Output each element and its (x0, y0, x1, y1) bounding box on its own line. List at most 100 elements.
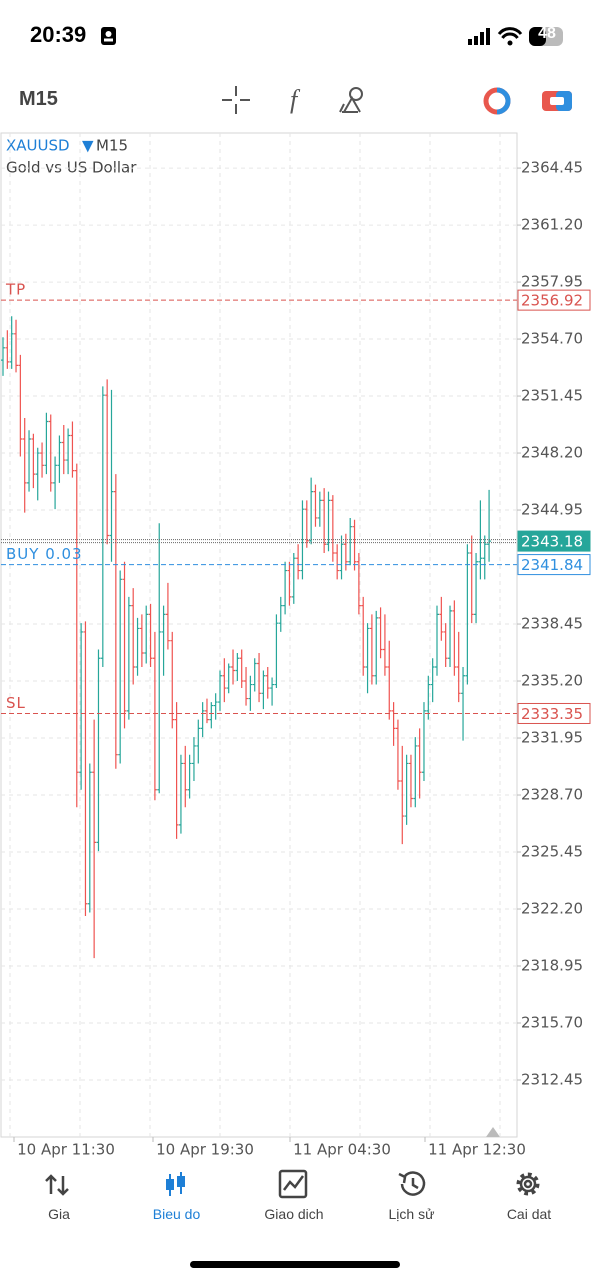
ohlc-bar (239, 649, 244, 689)
ohlc-bar (5, 330, 10, 369)
tab-label: Cai dat (506, 1206, 552, 1222)
ohlc-bar (395, 719, 400, 790)
ohlc-bar (265, 667, 270, 699)
y-tick-label: 2315.70 (521, 1014, 583, 1032)
ohlc-bar (461, 667, 466, 741)
ohlc-bar (421, 702, 426, 781)
price-label: 2341.84 (521, 556, 583, 574)
status-time: 20:39 (30, 22, 87, 47)
y-tick-label: 2357.95 (521, 273, 583, 291)
ohlc-bar (66, 428, 71, 475)
ohlc-bar (317, 491, 322, 527)
x-tick-label: 10 Apr 19:30 (156, 1141, 254, 1159)
tab[interactable]: Gia (4, 1168, 114, 1222)
ohlc-bar (474, 553, 479, 624)
trade-icons[interactable] (480, 86, 575, 116)
y-tick-label: 2351.45 (521, 387, 583, 405)
ohlc-bar (231, 649, 236, 685)
ohlc-bar (469, 535, 474, 624)
ohlc-bar (356, 553, 361, 615)
ohlc-bar (222, 658, 227, 703)
ohlc-bar (152, 631, 157, 801)
tab[interactable]: Bieu do (122, 1168, 232, 1222)
ohlc-bar (274, 614, 279, 689)
ohlc-bar (326, 491, 331, 552)
plot-border (0, 132, 518, 1138)
ohlc-bar (122, 561, 127, 729)
ohlc-bar (382, 614, 387, 676)
ohlc-bar (187, 754, 192, 799)
ohlc-bar (304, 500, 309, 548)
ohlc-bar (213, 693, 218, 720)
status-icon (101, 27, 116, 45)
y-tick-label: 2361.20 (521, 216, 583, 234)
tab[interactable]: Lịch sử (357, 1168, 467, 1222)
y-tick-label: 2338.45 (521, 615, 583, 633)
ohlc-bar (79, 623, 84, 790)
price-label: 2333.35 (521, 705, 583, 723)
ohlc-bar (404, 754, 409, 825)
ohlc-bar (465, 544, 470, 685)
x-tick-label: 11 Apr 12:30 (428, 1141, 526, 1159)
ohlc-bar (135, 617, 140, 676)
ohlc-bar (226, 663, 231, 694)
order-label: BUY 0.03 (6, 545, 83, 563)
timeframe-button[interactable]: M15 (19, 88, 58, 110)
ohlc-bar (109, 389, 114, 562)
ohlc-bar (244, 667, 249, 706)
ohlc-bar (391, 702, 396, 746)
ohlc-bar (22, 417, 27, 513)
ohlc-bar (378, 607, 383, 659)
ohlc-bar (369, 614, 374, 685)
tab[interactable]: Giao dich (239, 1168, 349, 1222)
ohlc-bar (200, 702, 205, 738)
ohlc-bar (48, 414, 53, 492)
ohlc-bar (487, 489, 492, 562)
ohlc-bar (100, 386, 105, 668)
tab-label: Lịch sử (388, 1206, 435, 1222)
order-label: SL (6, 694, 26, 712)
symbol[interactable]: XAUUSD (6, 137, 70, 155)
ohlc-bar (283, 561, 288, 615)
ohlc-bar (1, 337, 5, 376)
ohlc-bar (113, 474, 118, 769)
y-tick-label: 2325.45 (521, 843, 583, 861)
ohlc-bar (9, 316, 14, 369)
ohlc-bar (74, 463, 79, 808)
ohlc-bar (300, 500, 305, 580)
toolbar-icons[interactable]: f (220, 82, 380, 118)
ohlc-bar (252, 658, 257, 692)
ohlc-bar (183, 745, 188, 808)
ohlc-bar (287, 561, 292, 606)
ohlc-bar (291, 553, 296, 604)
ohlc-bar (170, 631, 175, 729)
ohlc-bar (257, 652, 262, 703)
y-tick-label: 2335.20 (521, 672, 583, 690)
ohlc-bar (14, 319, 19, 373)
ohlc-bar (57, 435, 62, 483)
ohlc-bar (478, 500, 483, 580)
tab[interactable]: Cai dat (474, 1168, 584, 1222)
ohlc-bar (426, 675, 431, 720)
symbol-dropdown[interactable]: ▼ (82, 137, 94, 155)
ohlc-bar (330, 495, 335, 562)
scroll-marker[interactable] (486, 1127, 500, 1137)
tab-icon (165, 1172, 185, 1196)
ohlc-bar (40, 442, 45, 478)
ohlc-bar (296, 544, 301, 580)
ohlc-bar (96, 649, 101, 852)
ohlc-bar (313, 484, 318, 527)
status-icons (468, 27, 563, 46)
ohlc-bar (44, 412, 49, 475)
y-tick-label: 2364.45 (521, 159, 583, 177)
ohlc-bar (27, 430, 32, 492)
chart: XAUUSD ▼ M15 Gold vs US Dollar 2364.45 23… (0, 132, 591, 1159)
y-tick-label: 2354.70 (521, 330, 583, 348)
ohlc-bar (374, 610, 379, 685)
chart-subtitle: Gold vs US Dollar (6, 159, 137, 177)
y-tick-label: 2328.70 (521, 786, 583, 804)
ohlc-bar (18, 354, 23, 457)
ohlc-bar (157, 523, 162, 794)
